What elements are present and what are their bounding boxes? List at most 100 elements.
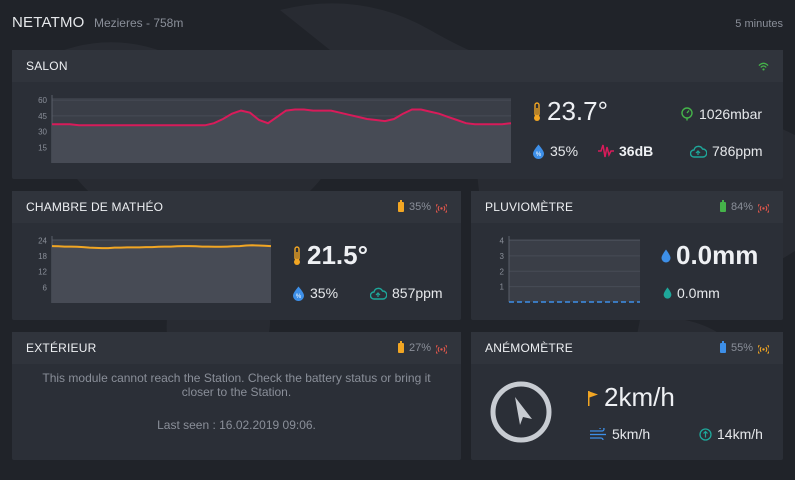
wind-gust: 5km/h bbox=[589, 426, 650, 442]
exterieur-panel[interactable]: EXTÉRIEUR 27% This module cannot reach t… bbox=[12, 332, 461, 460]
y-tick-label: 6 bbox=[43, 283, 48, 292]
chambre-header: CHAMBRE DE MATHÉO 35% bbox=[12, 191, 461, 223]
station-name: NETATMO Mezieres - 758m bbox=[12, 14, 183, 32]
salon-temperature-value: 23.7° bbox=[547, 96, 609, 126]
y-tick-label: 4 bbox=[500, 237, 505, 246]
wind-speed: 2km/h bbox=[587, 382, 675, 413]
chambre-panel[interactable]: CHAMBRE DE MATHÉO 35% 24 18 12 6 21.5° % 35… bbox=[12, 191, 461, 320]
anemo-title: ANÉMOMÈTRE bbox=[485, 341, 574, 355]
pluvio-rain: 0.0mm bbox=[661, 240, 758, 271]
chambre-temperature-value: 21.5° bbox=[307, 240, 369, 270]
y-tick-label: 60 bbox=[38, 96, 47, 105]
pluvio-battery-value: 84% bbox=[730, 201, 753, 213]
series-area bbox=[52, 109, 511, 163]
co2-cloud-icon bbox=[370, 287, 387, 300]
salon-title: SALON bbox=[26, 59, 68, 73]
chambre-temperature-chart: 24 18 12 6 bbox=[38, 236, 272, 303]
humidity-drop-icon: % bbox=[293, 286, 304, 301]
pluvio-panel[interactable]: PLUVIOMÈTRE 84% 4 3 2 1 0.0mm 0.0mm bbox=[471, 191, 783, 320]
wind-gust-icon bbox=[590, 428, 606, 440]
pluvio-rain-value: 0.0mm bbox=[676, 240, 759, 270]
wind-speed-value: 2km/h bbox=[604, 382, 675, 412]
exterieur-status: 27% bbox=[397, 341, 447, 354]
noise-wave-icon bbox=[598, 144, 614, 158]
svg-text:%: % bbox=[296, 294, 302, 300]
salon-pressure: 1026mbar bbox=[680, 106, 762, 122]
salon-humidity: % 35% bbox=[532, 143, 578, 159]
anemo-battery-value: 55% bbox=[730, 342, 753, 354]
exterieur-header: EXTÉRIEUR 27% bbox=[12, 332, 461, 364]
pluvio-rain-sum-value: 0.0mm bbox=[677, 285, 720, 301]
battery-icon bbox=[397, 341, 404, 353]
y-tick-label: 18 bbox=[38, 252, 47, 261]
refresh-interval[interactable]: 5 minutes bbox=[735, 18, 783, 30]
anemo-panel[interactable]: ANÉMOMÈTRE 55% 2km/h 5km/h bbox=[471, 332, 783, 460]
chambre-status: 35% bbox=[397, 200, 447, 213]
salon-humidity-value: 35% bbox=[550, 143, 579, 159]
salon-noise-value: 36dB bbox=[619, 143, 654, 159]
battery-icon bbox=[719, 200, 726, 212]
salon-co2: 786ppm bbox=[690, 143, 763, 159]
exterieur-battery-value: 27% bbox=[408, 342, 431, 354]
salon-pressure-value: 1026mbar bbox=[699, 106, 763, 122]
y-tick-label: 3 bbox=[500, 252, 505, 261]
series-area bbox=[52, 245, 271, 303]
top-bar: NETATMO Mezieres - 758m 5 minutes bbox=[12, 14, 783, 34]
pluvio-header: PLUVIOMÈTRE 84% bbox=[471, 191, 783, 223]
rain-drop-icon bbox=[661, 249, 671, 262]
chambre-co2-value: 857ppm bbox=[392, 285, 443, 301]
anemo-header: ANÉMOMÈTRE 55% bbox=[471, 332, 783, 364]
chambre-temperature: 21.5° bbox=[292, 240, 368, 271]
exterieur-title: EXTÉRIEUR bbox=[26, 341, 97, 355]
connection-warning: This module cannot reach the Station. Ch… bbox=[42, 371, 431, 399]
thermometer-icon bbox=[534, 101, 540, 121]
pressure-gauge-icon bbox=[681, 107, 693, 121]
y-tick-label: 1 bbox=[500, 283, 505, 292]
thermometer-icon bbox=[294, 245, 300, 265]
y-tick-label: 30 bbox=[38, 128, 47, 137]
pluvio-status: 84% bbox=[719, 200, 769, 213]
pluvio-rain-sum: 0.0mm bbox=[663, 285, 720, 301]
humidity-drop-icon: % bbox=[533, 144, 544, 159]
radio-signal-icon bbox=[758, 344, 769, 354]
pluvio-rain-chart: 4 3 2 1 bbox=[500, 236, 640, 303]
wind-gust-value: 5km/h bbox=[612, 426, 651, 442]
co2-cloud-icon bbox=[690, 145, 707, 158]
y-tick-label: 24 bbox=[38, 236, 47, 245]
brand-label: NETATMO bbox=[12, 14, 85, 31]
station-location: Mezieres - 758m bbox=[93, 16, 184, 30]
radio-signal-icon bbox=[436, 344, 447, 354]
battery-icon bbox=[719, 341, 726, 353]
chambre-humidity: % 35% bbox=[292, 285, 338, 301]
max-wind-icon bbox=[699, 427, 712, 441]
salon-temperature: 23.7° bbox=[532, 96, 608, 127]
salon-noise: 36dB bbox=[598, 143, 653, 159]
salon-temperature-chart: 60 45 30 15 bbox=[38, 95, 512, 163]
pluvio-title: PLUVIOMÈTRE bbox=[485, 200, 574, 214]
y-tick-label: 15 bbox=[38, 143, 47, 152]
chambre-title: CHAMBRE DE MATHÉO bbox=[26, 200, 164, 214]
y-tick-label: 45 bbox=[38, 112, 47, 121]
salon-co2-value: 786ppm bbox=[712, 143, 763, 159]
wind-max-value: 14km/h bbox=[717, 426, 763, 442]
chambre-humidity-value: 35% bbox=[310, 285, 339, 301]
series-line bbox=[51, 244, 272, 250]
rain-drop-icon bbox=[663, 287, 672, 299]
anemo-status: 55% bbox=[719, 341, 769, 354]
series-line bbox=[52, 108, 512, 127]
wind-max: 14km/h bbox=[699, 426, 763, 442]
flag-icon bbox=[588, 390, 598, 406]
wind-compass-icon bbox=[490, 381, 552, 443]
last-seen: Last seen : 16.02.2019 09:06. bbox=[157, 418, 316, 432]
y-tick-label: 2 bbox=[500, 267, 505, 276]
plot-area bbox=[509, 239, 640, 302]
salon-header: SALON bbox=[12, 50, 783, 82]
salon-panel[interactable]: SALON 60 45 30 15 23.7° 1026mbar % 35% bbox=[12, 50, 783, 179]
wifi-icon bbox=[758, 62, 769, 71]
chambre-co2: 857ppm bbox=[370, 285, 443, 301]
svg-text:%: % bbox=[536, 152, 542, 158]
chambre-battery-value: 35% bbox=[408, 201, 431, 213]
battery-icon bbox=[397, 200, 404, 212]
radio-signal-icon bbox=[436, 203, 447, 213]
y-tick-label: 12 bbox=[38, 268, 47, 277]
